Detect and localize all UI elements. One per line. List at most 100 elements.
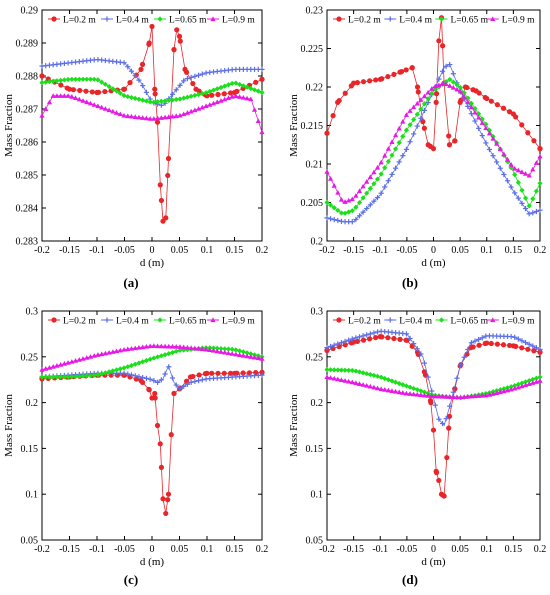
data-point <box>490 317 496 323</box>
data-point <box>196 88 202 94</box>
data-point <box>192 107 198 113</box>
data-point <box>519 200 525 206</box>
data-point <box>125 371 131 377</box>
data-point <box>403 67 409 73</box>
data-point <box>342 338 348 345</box>
data-point <box>181 383 187 390</box>
data-point <box>87 100 94 106</box>
data-point <box>222 96 228 102</box>
data-point <box>476 393 482 398</box>
data-point <box>61 93 67 98</box>
data-point <box>158 377 164 383</box>
data-point <box>46 374 53 380</box>
data-point <box>411 104 417 110</box>
data-point <box>506 109 513 115</box>
legend-label: L=0.9 m <box>502 317 535 327</box>
data-point <box>387 317 393 323</box>
panel-caption: (b) <box>402 275 418 290</box>
data-point <box>177 38 183 44</box>
data-point <box>519 122 525 128</box>
data-point <box>176 33 183 40</box>
data-point <box>530 343 536 349</box>
data-point <box>240 352 246 358</box>
data-point <box>229 80 235 87</box>
data-point <box>210 347 217 353</box>
data-point <box>418 115 424 121</box>
data-point <box>328 343 334 349</box>
data-point <box>367 336 373 342</box>
data-point <box>447 76 453 83</box>
data-point <box>508 161 514 167</box>
data-point <box>348 83 354 89</box>
data-point <box>446 142 453 148</box>
data-point <box>169 97 176 103</box>
x-tick-label: -0.1 <box>372 544 388 555</box>
data-point <box>125 64 131 70</box>
data-point <box>436 38 442 44</box>
data-point <box>342 199 348 204</box>
data-point <box>530 210 536 216</box>
data-point <box>465 393 471 399</box>
y-tick-label: 0.205 <box>301 198 324 209</box>
data-point <box>128 362 135 369</box>
data-point <box>439 81 446 86</box>
data-point <box>166 364 172 370</box>
data-point <box>400 133 406 139</box>
data-point <box>531 348 537 354</box>
data-point <box>512 172 518 178</box>
data-point <box>225 350 232 356</box>
data-point <box>349 208 355 214</box>
data-point <box>367 202 373 208</box>
data-point <box>128 345 135 351</box>
data-point <box>171 47 177 53</box>
x-tick-label: 0 <box>150 544 155 555</box>
data-point <box>450 84 456 90</box>
data-point <box>367 383 373 389</box>
data-point <box>225 346 232 352</box>
data-point <box>203 346 209 352</box>
data-point <box>163 510 169 517</box>
data-point <box>46 79 53 85</box>
data-point <box>158 343 164 349</box>
data-point <box>373 77 379 83</box>
data-point <box>530 196 536 202</box>
x-tick-label: -0.1 <box>372 245 388 256</box>
data-point <box>184 110 191 115</box>
data-point <box>436 393 442 399</box>
data-point <box>196 72 202 78</box>
data-point <box>192 378 198 385</box>
y-axis-label: Mass Fraction <box>288 94 300 157</box>
data-point <box>188 93 194 99</box>
data-point <box>391 335 397 342</box>
data-point <box>95 352 101 357</box>
legend: L=0.2 m L=0.4 m L=0.65 m L=0.9 m <box>333 16 535 26</box>
x-tick-label: 0.15 <box>505 544 523 555</box>
data-point <box>121 60 127 66</box>
data-point <box>425 393 431 398</box>
data-point <box>396 125 402 131</box>
data-point <box>169 91 176 97</box>
data-point <box>360 382 366 387</box>
data-point <box>234 370 240 376</box>
data-point <box>501 151 507 157</box>
data-point <box>537 180 543 186</box>
data-point <box>504 156 511 162</box>
data-point <box>420 119 426 125</box>
data-point <box>385 158 391 165</box>
data-point <box>221 370 227 376</box>
data-point <box>69 94 75 99</box>
data-point <box>483 125 489 131</box>
data-point <box>237 352 243 357</box>
data-point <box>515 167 521 173</box>
data-point <box>128 68 135 74</box>
data-point <box>400 153 406 159</box>
data-point <box>259 66 265 72</box>
data-point <box>436 416 442 422</box>
data-point <box>396 380 402 387</box>
data-point <box>353 380 359 386</box>
data-point <box>237 348 243 354</box>
data-point <box>95 89 102 95</box>
data-point <box>371 330 377 336</box>
series-L-0-2-m <box>39 369 265 517</box>
data-point <box>436 477 442 484</box>
